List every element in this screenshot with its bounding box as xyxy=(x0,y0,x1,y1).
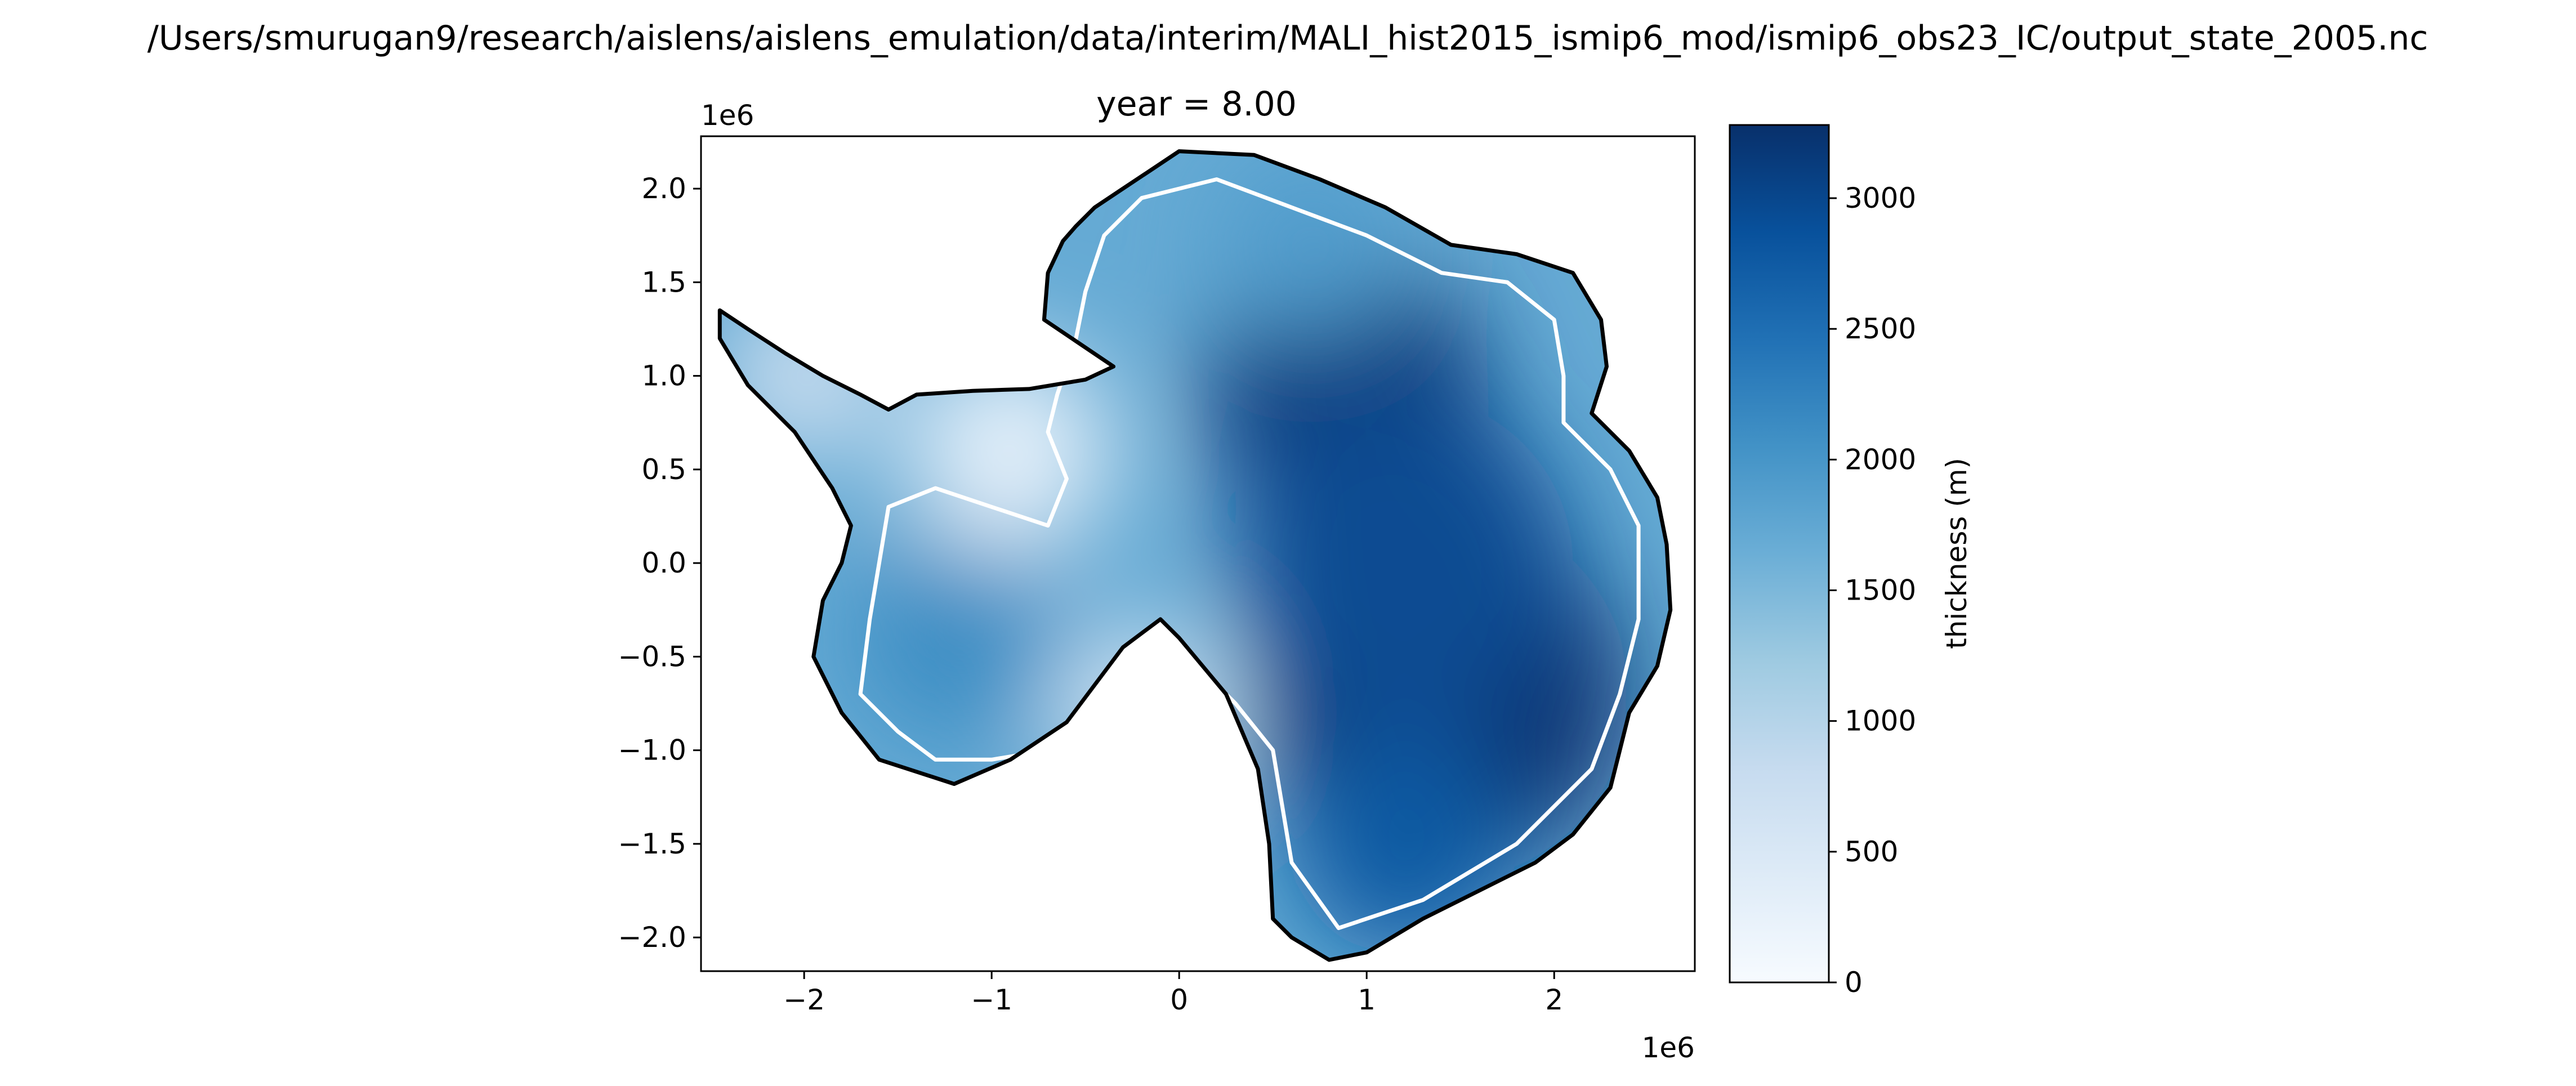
y-tick-label: 1.5 xyxy=(641,266,686,298)
region-ronne-filchner-shelf xyxy=(1057,628,1226,797)
colorbar-fill xyxy=(1729,124,1830,984)
x-axis-ticks: −2 −1 0 1 2 xyxy=(783,971,1563,1016)
region-west-antarctic xyxy=(851,534,1057,741)
x-tick-label: 1 xyxy=(1358,984,1376,1016)
colorbar-tick-label: 500 xyxy=(1845,835,1898,868)
y-tick-label: −1.0 xyxy=(618,734,686,767)
axes-frame xyxy=(700,135,1696,972)
y-tick-label: −2.0 xyxy=(618,921,686,954)
region-antarctic-peninsula xyxy=(720,291,889,461)
colorbar-tick-label: 0 xyxy=(1845,966,1863,999)
y-tick-label: −0.5 xyxy=(618,640,686,673)
y-tick-label: −1.5 xyxy=(618,828,686,860)
y-tick-label: 0.5 xyxy=(641,453,686,486)
x-tick-label: 2 xyxy=(1545,984,1563,1016)
thickness-field xyxy=(720,151,1671,960)
region-ross-ice-shelf xyxy=(907,347,1114,554)
figure-suptitle: /Users/smurugan9/research/aislens/aislen… xyxy=(148,19,2428,58)
colorbar-tick-label: 1500 xyxy=(1845,574,1916,607)
region-east-north-coast xyxy=(1216,151,1404,339)
x-tick-label: 0 xyxy=(1170,984,1188,1016)
region-east-south xyxy=(1292,731,1517,957)
y-offset-label: 1e6 xyxy=(701,99,754,132)
x-tick-label: −2 xyxy=(783,984,825,1016)
region-east-interior xyxy=(1235,394,1573,732)
colorbar: 0 500 1000 1500 2000 2500 3000 thickness (m) xyxy=(1729,124,1973,999)
axes-title: year = 8.00 xyxy=(1096,84,1297,124)
y-tick-label: 1.0 xyxy=(641,360,686,392)
y-axis-ticks: 2.0 1.5 1.0 0.5 0.0 −0.5 −1.0 −1.5 −2.0 xyxy=(618,172,701,954)
y-tick-label: 0.0 xyxy=(641,547,686,579)
colorbar-tick-label: 2000 xyxy=(1845,443,1916,476)
colorbar-tick-label: 1000 xyxy=(1845,705,1916,738)
thickness-map xyxy=(717,149,1673,962)
colorbar-label: thickness (m) xyxy=(1940,458,1973,649)
colorbar-tick-label: 3000 xyxy=(1845,182,1916,214)
x-tick-label: −1 xyxy=(971,984,1012,1016)
x-offset-label: 1e6 xyxy=(1642,1031,1695,1064)
colorbar-ticks: 0 500 1000 1500 2000 2500 3000 xyxy=(1829,182,1916,999)
y-tick-label: 2.0 xyxy=(641,172,686,205)
ice-extent-contour xyxy=(717,149,1673,962)
grounding-line-contour xyxy=(858,177,1641,930)
colorbar-tick-label: 2500 xyxy=(1845,312,1916,345)
